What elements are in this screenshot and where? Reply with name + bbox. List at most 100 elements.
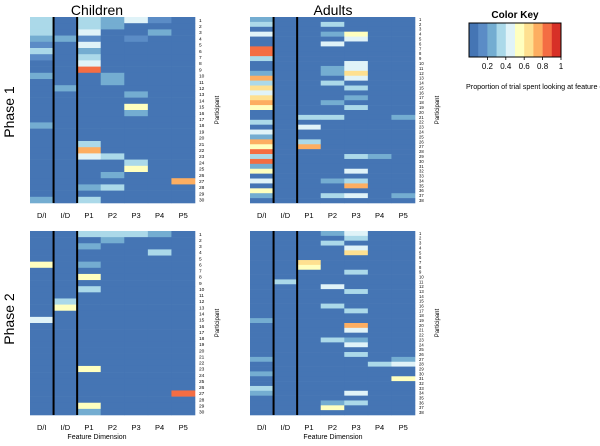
heatmap-cell <box>320 274 345 280</box>
heatmap-cell <box>250 376 274 382</box>
heatmap-cell <box>77 408 102 416</box>
heatmap-cell <box>391 178 416 184</box>
heatmap-cell <box>320 231 345 237</box>
heatmap-cell <box>171 261 196 269</box>
heatmap-cell <box>30 116 54 123</box>
heatmap-cell <box>297 260 322 266</box>
heatmap-cell <box>344 193 369 199</box>
y-tick-label: 23 <box>199 367 205 373</box>
heatmap-cell <box>100 122 125 129</box>
heatmap-cell <box>53 378 78 385</box>
y-tick-label: 24 <box>199 373 205 379</box>
heatmap-cell <box>100 85 125 92</box>
y-tick-label: 16 <box>419 90 424 95</box>
y-tick-label: 13 <box>199 305 205 311</box>
heatmap-cell <box>53 54 78 61</box>
heatmap-cell <box>77 23 102 30</box>
heatmap-cell <box>367 183 392 189</box>
heatmap-cell <box>297 21 322 28</box>
heatmap-cell <box>273 80 298 86</box>
heatmap-cell <box>344 264 369 271</box>
heatmap-cell <box>320 17 345 23</box>
heatmap-cell <box>320 293 345 300</box>
heatmap-cell <box>30 60 54 67</box>
heatmap-cell <box>100 396 125 404</box>
heatmap-cell <box>53 128 78 136</box>
heatmap-cell <box>100 310 125 318</box>
heatmap-cell <box>391 51 416 57</box>
heatmap-cell <box>100 97 125 105</box>
heatmap-cell <box>77 60 102 67</box>
heatmap-cell <box>171 402 196 410</box>
heatmap-cell <box>391 100 416 106</box>
y-tick-label: 12 <box>419 284 424 289</box>
heatmap-cell <box>320 158 345 165</box>
heatmap-cell <box>344 255 369 261</box>
heatmap-cell <box>344 250 369 256</box>
heatmap-cell <box>391 26 416 32</box>
heatmap-cell <box>320 284 345 290</box>
y-tick-label: 3 <box>199 244 202 250</box>
heatmap-cell <box>367 46 392 52</box>
column-title-adults: Adults <box>314 2 353 18</box>
heatmap-cell <box>273 400 298 406</box>
heatmap-cell <box>30 153 54 160</box>
heatmap-cell <box>273 61 298 67</box>
y-tick-label: 30 <box>419 371 424 376</box>
heatmap-cell <box>367 342 392 348</box>
heatmap-cell <box>53 390 78 397</box>
y-tick-label: 29 <box>199 403 205 409</box>
heatmap-cell <box>53 48 78 55</box>
heatmap-cell <box>147 408 172 416</box>
heatmap-cell <box>147 147 172 154</box>
heatmap-cell <box>297 129 322 135</box>
heatmap-cell <box>297 65 322 72</box>
heatmap-cell <box>320 371 345 377</box>
y-tick-label: 9 <box>419 56 422 61</box>
heatmap-cell <box>297 41 322 47</box>
heatmap-cell <box>171 48 196 55</box>
heatmap-cell <box>297 80 322 86</box>
heatmap-cell <box>147 23 172 30</box>
y-tick-label: 14 <box>419 81 424 86</box>
heatmap-cell <box>30 196 54 204</box>
heatmap-cell <box>100 298 125 305</box>
heatmap-cell <box>100 323 125 330</box>
heatmap-cell <box>273 361 298 367</box>
heatmap-cell <box>273 250 298 256</box>
x-tick-label: P5 <box>179 423 188 432</box>
heatmap-cell <box>320 61 345 67</box>
y-tick-label: 6 <box>419 41 422 46</box>
y-tick-label: 32 <box>419 381 424 386</box>
heatmap-cell <box>124 341 149 348</box>
heatmap-cell <box>53 85 78 92</box>
heatmap-cell <box>171 341 196 348</box>
y-tick-label: 1 <box>419 17 422 22</box>
heatmap-cell <box>297 36 322 42</box>
x-tick-label: D/I <box>37 211 47 220</box>
heatmap-cell <box>30 178 54 185</box>
heatmap-cell <box>250 323 274 329</box>
heatmap-cell <box>250 75 274 81</box>
heatmap-cell <box>171 23 196 30</box>
heatmap-cell <box>53 298 78 305</box>
heatmap-cell <box>250 17 274 23</box>
heatmap-cell <box>124 316 149 324</box>
heatmap-cell <box>100 128 125 136</box>
heatmap-cell <box>367 308 392 314</box>
heatmap-cell <box>367 36 392 42</box>
heatmap-cell <box>147 243 172 250</box>
heatmap-cell <box>297 313 322 319</box>
heatmap-cell <box>53 23 78 30</box>
heatmap-cell <box>344 105 369 111</box>
heatmap-cell <box>53 184 78 191</box>
heatmap-cell <box>171 72 196 80</box>
heatmap-cell <box>100 172 125 179</box>
heatmap-cell <box>147 35 172 43</box>
heatmap-cell <box>297 163 322 170</box>
heatmap-cell <box>100 249 125 256</box>
heatmap-cell <box>250 356 274 363</box>
heatmap-cell <box>297 119 322 125</box>
y-tick-label: 27 <box>419 357 424 362</box>
color-key-swatch <box>496 23 507 57</box>
